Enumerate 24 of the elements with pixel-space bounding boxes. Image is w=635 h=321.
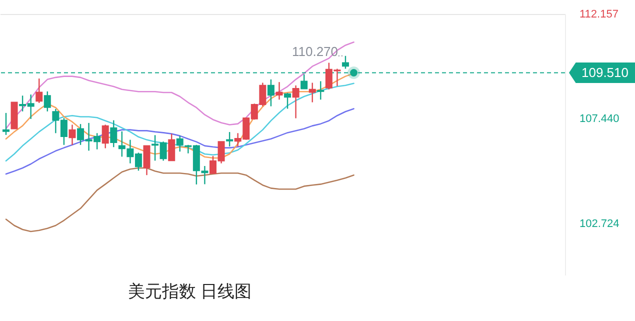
line-series [5,108,354,175]
candlestick [44,90,51,112]
text: 美元指数 日线图 [128,282,252,301]
candlestick [267,78,274,107]
candlestick [2,112,10,136]
candlestick [308,82,316,103]
y-tick-label: 102.724 [580,218,620,230]
candlestick [276,81,283,100]
candlestick [176,135,184,152]
annotation: 110.270 [292,44,338,59]
ref-line-label: 109.510 [582,64,628,80]
candlestick [342,55,349,70]
candlestick [226,131,234,148]
candlestick [102,124,109,149]
candlestick [143,145,150,176]
candlestick [168,133,176,162]
candlestick [284,92,292,110]
candlestick [317,80,324,100]
candlestick [292,84,300,119]
candlestick [68,124,76,146]
y-tick-label: 112.157 [580,8,618,20]
y-tick-label: 107.440 [580,113,620,126]
candlestick [36,78,43,104]
candlestick [110,120,118,148]
